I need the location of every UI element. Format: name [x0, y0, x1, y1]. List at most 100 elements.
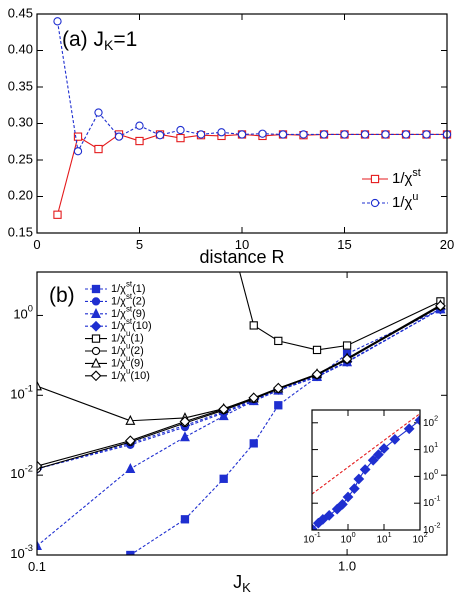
marker: [312, 523, 318, 530]
marker: [249, 321, 258, 330]
tick-label-exp: -2: [25, 464, 33, 474]
marker: [91, 346, 101, 356]
legend-label: 1/χst(1): [111, 280, 146, 295]
tick-label-base: 10: [423, 471, 435, 482]
annotation-tail: =1: [113, 28, 137, 51]
tick-label: 15: [337, 237, 351, 252]
marker: [124, 435, 136, 447]
tick-label-base: 10: [10, 467, 24, 482]
legend-tail: (10): [132, 320, 152, 332]
tick-label-base: 1.0: [338, 559, 356, 574]
marker: [367, 454, 379, 466]
x-axis-label: distance R: [199, 247, 284, 267]
legend-sup: u: [412, 191, 418, 203]
marker: [341, 353, 353, 365]
tick-label-base: 10: [412, 534, 424, 545]
tick-label-base: 10: [376, 534, 388, 545]
tick-label: 1.0: [338, 559, 356, 574]
legend-tail: (9): [130, 357, 143, 369]
legend-label: 1/χu(1): [111, 329, 144, 344]
legend-label: 1/χst: [392, 167, 421, 187]
marker: [91, 357, 101, 368]
marker: [94, 108, 103, 117]
tick-label-base: 0.40: [8, 42, 33, 57]
plot-area: [37, 272, 446, 555]
tick-label-base: 10: [303, 534, 315, 545]
marker: [155, 131, 165, 140]
tick-label-base: 0.30: [8, 115, 33, 130]
annotation-text: (a) J: [62, 28, 104, 51]
tick-label: 0.20: [8, 188, 33, 203]
tick-label: 101: [376, 530, 391, 545]
legend-name: 1/χ: [111, 357, 126, 369]
annotation-text: (b): [49, 284, 75, 307]
tick-label: 100: [340, 530, 355, 545]
tick-label: 0.25: [8, 151, 33, 166]
marker: [414, 414, 420, 426]
tick-label: 0.35: [8, 78, 33, 93]
marker: [237, 130, 247, 139]
marker: [331, 503, 343, 515]
marker: [319, 130, 329, 139]
marker: [37, 540, 42, 551]
tick-label-exp: 1: [388, 530, 392, 539]
tick-label: 10-1: [10, 384, 33, 402]
tick-label-base: 10: [423, 525, 435, 536]
marker: [323, 510, 335, 521]
marker: [179, 416, 191, 427]
tick-label: 0.40: [8, 42, 33, 57]
marker: [176, 133, 185, 143]
legend-sup: st: [412, 167, 420, 179]
legend-name: 1/χ: [392, 194, 413, 211]
marker: [299, 130, 308, 139]
marker: [90, 370, 102, 382]
marker: [179, 431, 190, 442]
tick-label: 10-2: [10, 464, 33, 482]
marker: [378, 443, 390, 454]
marker: [91, 297, 101, 306]
marker: [403, 423, 415, 435]
legend-tail: (2): [130, 345, 143, 357]
marker: [90, 320, 102, 332]
marker: [91, 307, 101, 318]
marker: [381, 130, 390, 139]
marker: [312, 345, 322, 355]
marker: [218, 403, 230, 415]
legend-sup: st: [126, 317, 133, 326]
marker: [180, 515, 190, 524]
marker: [342, 491, 354, 503]
x-axis-label: JK: [233, 572, 251, 596]
marker: [53, 17, 62, 26]
legend-tail: (1): [130, 333, 143, 345]
marker: [422, 130, 431, 139]
marker: [340, 130, 349, 139]
annotation-sub: K: [104, 37, 114, 53]
marker: [370, 174, 380, 184]
marker: [360, 130, 370, 139]
tick-label-exp: -1: [25, 384, 33, 394]
legend-name: 1/χ: [111, 370, 126, 382]
plot-area: [312, 413, 420, 530]
tick-label: 100: [423, 467, 438, 482]
x-axis-label-text: distance R: [199, 247, 284, 267]
legend-name: 1/χ: [111, 333, 126, 345]
tick-label-exp: 2: [424, 530, 428, 539]
x-axis-label-sub: K: [242, 580, 251, 595]
tick-label-exp: -2: [434, 520, 440, 529]
marker: [73, 132, 83, 141]
legend-sup: u: [126, 342, 130, 351]
tick-label: 0.1: [28, 559, 46, 574]
tick-label: 10-1: [423, 494, 441, 509]
legend-name: 1/χ: [111, 345, 126, 357]
marker: [53, 210, 62, 219]
marker: [135, 121, 144, 130]
marker: [73, 147, 83, 156]
tick-label-base: 10: [10, 546, 24, 561]
marker: [278, 130, 288, 139]
marker: [272, 382, 284, 394]
tick-label-base: 10: [340, 534, 352, 545]
marker: [135, 136, 144, 146]
legend-label: 1/χst(2): [111, 292, 146, 307]
series-line: [312, 413, 420, 495]
